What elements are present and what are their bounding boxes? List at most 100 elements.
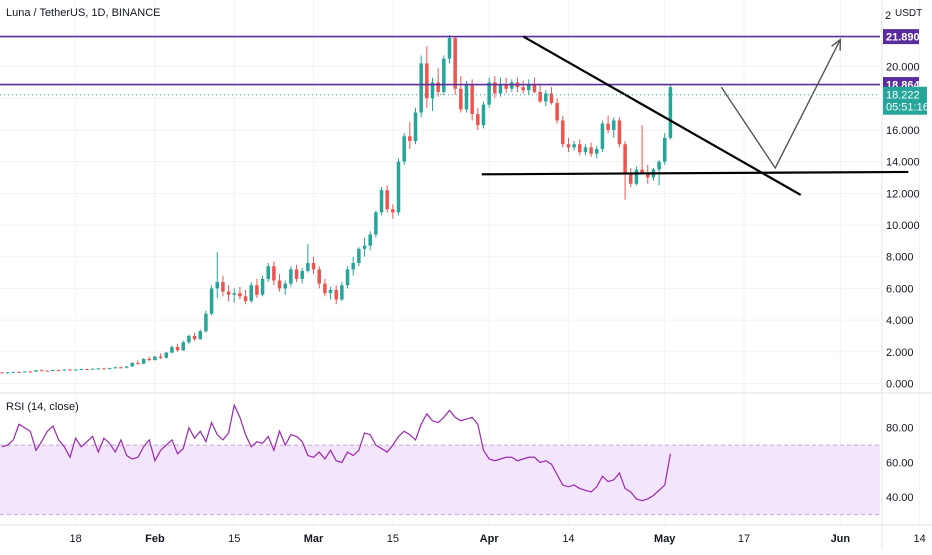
candle-body	[266, 266, 270, 279]
time-tick-label: May	[654, 533, 676, 545]
candle	[617, 117, 622, 148]
candle	[662, 133, 667, 165]
candle	[583, 144, 588, 156]
candle	[56, 369, 61, 372]
candle	[334, 285, 338, 305]
last-price-text: 18.222	[886, 90, 920, 102]
candle	[504, 77, 508, 94]
candle	[192, 332, 197, 341]
candle	[141, 358, 146, 365]
candle-body	[153, 356, 157, 361]
candle	[266, 263, 270, 283]
candle	[5, 372, 10, 374]
candle	[510, 79, 514, 92]
candle	[73, 369, 78, 371]
candle-body	[657, 161, 661, 170]
candle-body	[634, 169, 639, 184]
drawings[interactable]	[0, 35, 909, 196]
candle-body	[623, 144, 627, 173]
candle-body	[640, 169, 644, 173]
candle-body	[17, 371, 21, 373]
candle-body	[243, 296, 248, 302]
candle-body	[192, 335, 197, 340]
candle	[351, 256, 355, 276]
candle	[629, 167, 633, 187]
candle	[436, 68, 440, 97]
candle-body	[79, 369, 84, 371]
candle	[289, 266, 293, 287]
candle-body	[62, 369, 67, 371]
price-tick-label: 0.000	[886, 378, 914, 390]
candle	[498, 77, 503, 97]
candle-body	[119, 367, 123, 369]
projection-arrowhead	[831, 38, 842, 51]
candle	[181, 340, 186, 352]
candle-body	[447, 38, 452, 59]
candle	[408, 122, 412, 149]
candle-body	[221, 282, 225, 292]
candle	[113, 366, 118, 369]
candle-body	[283, 283, 287, 289]
candle	[39, 369, 44, 372]
price-tick-label: 20.000	[886, 62, 920, 74]
candle	[243, 289, 248, 305]
candle	[323, 278, 327, 297]
candle	[470, 79, 474, 121]
descending-trendline[interactable]	[522, 35, 802, 196]
price-tick-label: 4.000	[886, 315, 914, 327]
candle-body	[107, 368, 112, 370]
time-tick-label: Apr	[480, 533, 500, 545]
candle	[668, 83, 673, 140]
candle	[28, 370, 33, 373]
candle-body	[662, 137, 667, 162]
candle-body	[425, 63, 429, 99]
candle	[119, 366, 123, 369]
candle	[374, 210, 378, 238]
rsi-overbought-band	[0, 444, 880, 516]
candle-body	[385, 190, 389, 210]
candle	[136, 360, 140, 365]
candle-body	[45, 370, 50, 372]
candle	[413, 107, 418, 145]
candle	[493, 76, 497, 99]
candle	[34, 369, 38, 372]
candle-body	[11, 371, 16, 373]
candle	[90, 368, 95, 370]
candle	[51, 369, 55, 372]
candle	[175, 343, 180, 352]
candle	[130, 362, 135, 367]
candle-body	[260, 278, 265, 295]
rsi-band-fill	[0, 445, 880, 515]
candle	[328, 286, 333, 300]
candle	[107, 367, 112, 370]
candle	[357, 247, 361, 267]
candle	[561, 115, 565, 148]
candle	[595, 145, 599, 159]
candle-body	[124, 366, 129, 368]
rsi-polyline	[1, 403, 672, 502]
candle	[79, 368, 84, 371]
price-tick-label: 8.000	[886, 252, 914, 264]
price-tick-label: 10.000	[886, 220, 920, 232]
time-tick-label: 17	[738, 533, 750, 545]
projection-path[interactable]	[720, 39, 841, 170]
candle	[232, 288, 237, 303]
candle	[147, 356, 152, 362]
time-axis-labels[interactable]: 18 Feb 15 Mar 15 Apr 14 May 17 Jun 14	[70, 533, 926, 545]
rsi-axis-labels: 80.00 60.00 40.00	[886, 423, 914, 504]
candle-body	[617, 120, 622, 145]
support-line[interactable]	[481, 170, 909, 176]
candle-body	[379, 190, 384, 213]
candle-body	[408, 136, 412, 142]
candle-body	[345, 269, 350, 286]
candle-body	[391, 209, 395, 213]
candle	[238, 286, 242, 300]
candle	[62, 369, 67, 371]
price-tick-label: 12.000	[886, 188, 920, 200]
tag-level-high-text: 21.890	[886, 32, 920, 44]
candle	[578, 139, 582, 156]
candle-body	[232, 293, 237, 295]
candle	[634, 166, 639, 186]
